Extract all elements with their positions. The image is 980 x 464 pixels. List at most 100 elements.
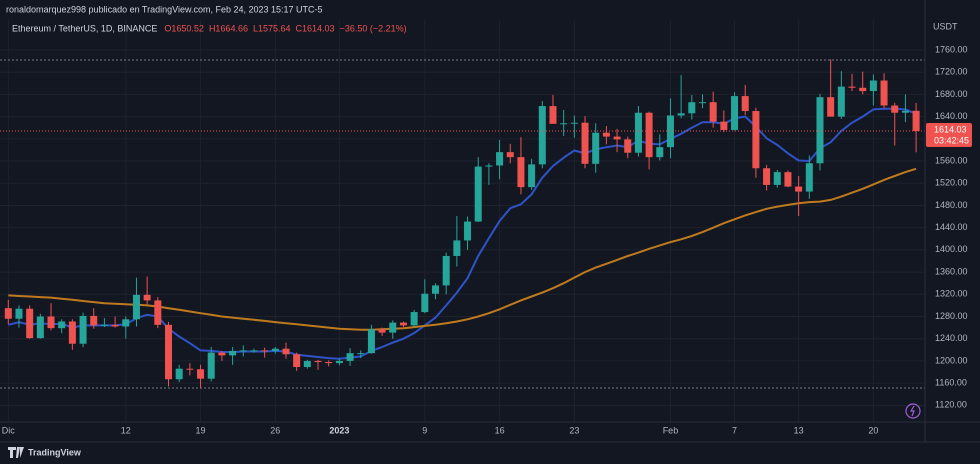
- publisher: ronaldomarquez998 publicado en TradingVi…: [6, 4, 323, 14]
- candle-body: [432, 285, 439, 294]
- candle-body: [528, 164, 536, 188]
- candle-body: [816, 97, 824, 164]
- candle-body: [36, 316, 44, 339]
- candle-body: [68, 321, 76, 344]
- x-tick-label: 2023: [329, 425, 349, 435]
- candle-body: [250, 350, 258, 352]
- y-tick-label: 1160.00: [935, 378, 967, 388]
- candle-body: [186, 368, 194, 370]
- candle-body: [154, 300, 162, 325]
- legend: Ethereum / TetherUS, 1D, BINANCE O1650.52…: [12, 23, 407, 33]
- candle-body: [848, 86, 856, 88]
- x-tick-label: 12: [121, 425, 131, 435]
- candle-body: [357, 353, 365, 355]
- candle-body: [282, 348, 290, 355]
- x-tick-label: 9: [422, 425, 427, 435]
- logo-icon: [8, 447, 24, 458]
- candle-body: [720, 121, 728, 130]
- x-tick-label: 7: [732, 425, 737, 435]
- candle-body: [453, 240, 461, 256]
- candle-body: [613, 136, 621, 140]
- candle-body: [132, 294, 140, 320]
- y-tick-label: 1680.00: [935, 89, 968, 99]
- candle-body: [122, 319, 130, 327]
- x-tick-label: 23: [569, 425, 579, 435]
- y-tick-label: 1400.00: [935, 244, 968, 254]
- y-tick-label: 1440.00: [935, 222, 968, 232]
- candle-body: [325, 362, 333, 364]
- candle-body: [699, 102, 706, 104]
- candle-body: [784, 172, 792, 187]
- candle-body: [4, 308, 12, 319]
- grid: [0, 20, 925, 422]
- candle-body: [346, 353, 354, 361]
- candle-body: [175, 368, 183, 380]
- legend-change: −36.50 (−2.21%): [340, 23, 407, 33]
- legend-ohlc: C1614.03: [296, 23, 335, 33]
- plot: [0, 59, 925, 389]
- candle-body: [869, 80, 877, 92]
- candle-body: [100, 324, 108, 326]
- candle-body: [581, 122, 589, 164]
- candle-body: [58, 321, 66, 329]
- candle-body: [506, 152, 514, 158]
- candle-body: [485, 165, 493, 167]
- candle-body: [731, 96, 739, 130]
- candle-body: [410, 312, 418, 326]
- candle-body: [549, 106, 557, 124]
- x-tick-label: 20: [868, 425, 878, 435]
- y-tick-label: 1480.00: [935, 200, 968, 210]
- candle-body: [421, 293, 429, 313]
- y-tick-label: 1280.00: [935, 311, 968, 321]
- candle-body: [261, 350, 269, 352]
- candle-body: [624, 139, 632, 153]
- candle-body: [805, 163, 813, 192]
- candle-body: [602, 132, 610, 137]
- candle-body: [837, 86, 845, 117]
- brand: TradingView: [28, 447, 82, 457]
- candle-body: [741, 96, 749, 112]
- candle-body: [367, 329, 375, 354]
- y-tick-label: 1720.00: [935, 67, 968, 77]
- x-tick-label: Feb: [663, 425, 679, 435]
- candle-body: [666, 115, 674, 148]
- candle-body: [378, 329, 386, 333]
- y-tick-label: 1320.00: [935, 289, 968, 299]
- candle-body: [165, 324, 172, 380]
- legend-ohlc: H1664.66: [209, 23, 248, 33]
- candle-body: [827, 97, 835, 117]
- candle-body: [474, 166, 482, 222]
- axes: 1120.00 1160.00 1200.00 1240.00 1280.00 1320.…: [2, 44, 972, 435]
- y-tick-label: 1200.00: [935, 355, 968, 365]
- candle-body: [656, 147, 664, 158]
- candle-body: [517, 157, 525, 188]
- price-axis: [925, 0, 980, 464]
- candle-body: [90, 315, 98, 326]
- candle-body: [560, 123, 568, 125]
- candle-body: [26, 308, 34, 339]
- x-tick-label: 19: [196, 425, 206, 435]
- candle-body: [271, 348, 279, 351]
- alert-icon[interactable]: [905, 403, 921, 419]
- legend-ohlc: L1575.64: [253, 23, 291, 33]
- legend-ohlc: O1650.52: [164, 23, 204, 33]
- y-tick-label: 1760.00: [935, 44, 968, 54]
- candle-body: [47, 316, 55, 329]
- candle-body: [239, 350, 247, 352]
- candle-body: [229, 350, 237, 356]
- candle-body: [592, 132, 600, 164]
- y-tick-label: 1560.00: [935, 155, 968, 165]
- candle-body: [688, 102, 696, 114]
- candle-body: [314, 360, 322, 363]
- candle-body: [912, 110, 920, 132]
- y-tick-label: 1520.00: [935, 178, 968, 188]
- y-tick-label: 1120.00: [935, 400, 967, 410]
- candle-body: [15, 308, 23, 319]
- candle-body: [496, 152, 504, 166]
- candle-body: [111, 324, 119, 327]
- candle-body: [570, 122, 578, 124]
- candle-body: [677, 113, 685, 116]
- candle-body: [634, 112, 642, 153]
